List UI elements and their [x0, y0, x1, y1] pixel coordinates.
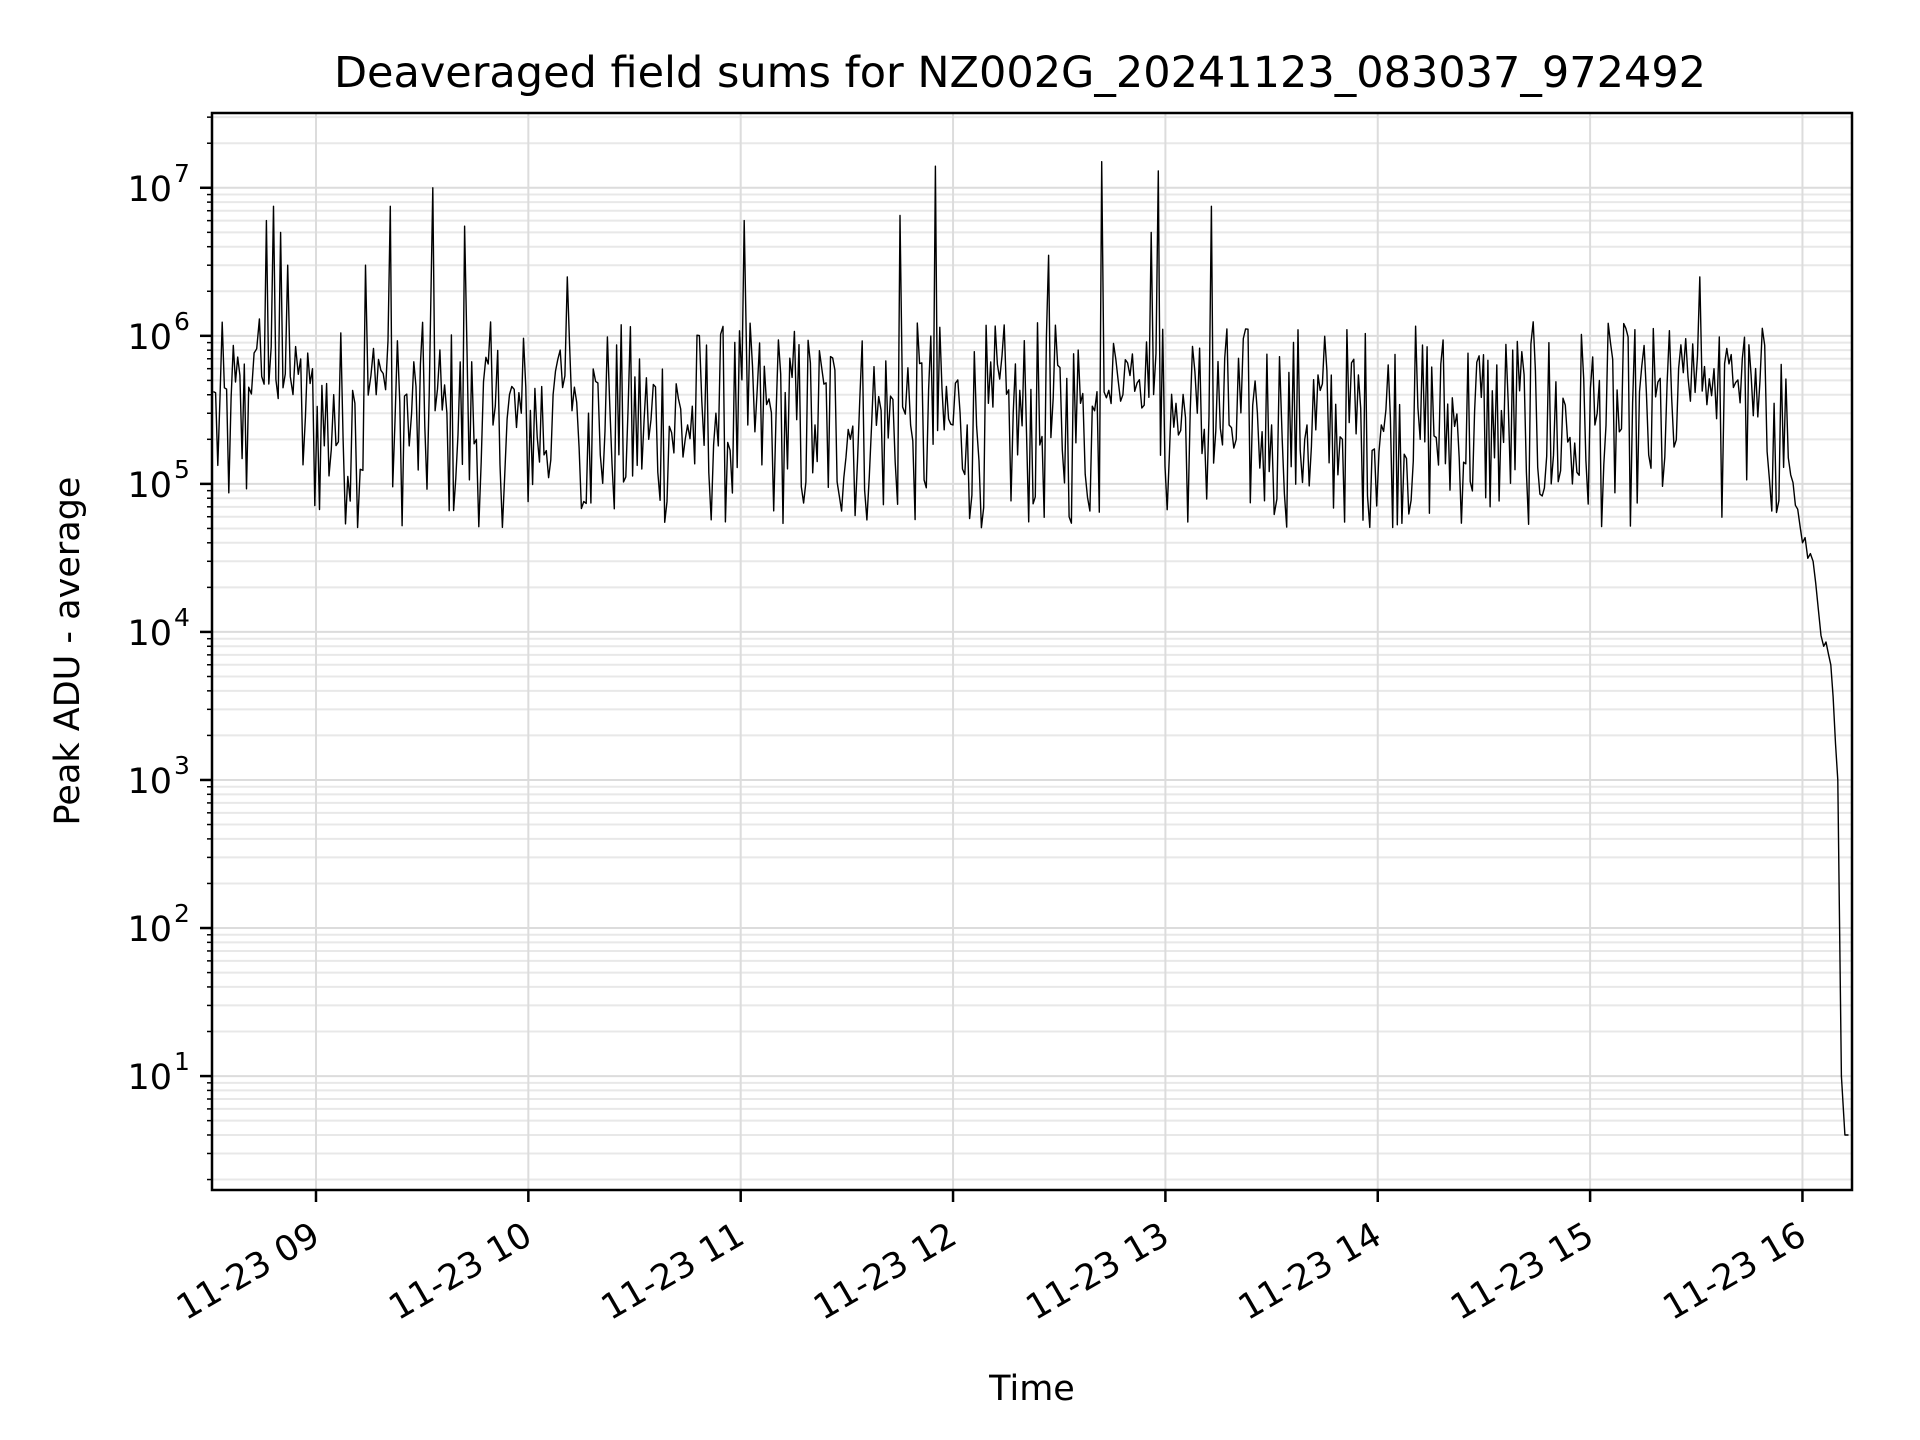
- chart-title: Deaveraged field sums for NZ002G_2024112…: [334, 48, 1706, 98]
- series-line: [213, 161, 1849, 1136]
- x-tick-label: 11-23 13: [1020, 1215, 1176, 1328]
- plot-frame: [210, 111, 1854, 1192]
- x-tick-label: 11-23 16: [1657, 1215, 1813, 1328]
- y-tick-exponent: 7: [174, 159, 190, 188]
- y-tick-label: 10: [127, 466, 172, 506]
- y-tick-exponent: 4: [174, 603, 190, 632]
- y-tick-label: 10: [127, 910, 172, 950]
- y-tick-label: 10: [127, 1058, 172, 1098]
- x-tick-label: 11-23 10: [383, 1215, 539, 1328]
- y-tick-exponent: 5: [174, 455, 190, 484]
- y-tick-exponent: 1: [174, 1047, 190, 1076]
- y-tick-exponent: 2: [174, 899, 190, 928]
- x-tick-label: 11-23 14: [1232, 1215, 1388, 1328]
- y-tick-label: 10: [127, 170, 172, 210]
- y-tick-exponent: 6: [174, 307, 190, 336]
- axis-ticks: [200, 116, 1804, 1202]
- y-tick-exponent: 3: [174, 751, 190, 780]
- x-tick-label: 11-23 11: [595, 1215, 751, 1328]
- x-tick-label: 11-23 15: [1444, 1215, 1600, 1328]
- y-tick-label: 10: [127, 762, 172, 802]
- y-tick-label: 10: [127, 318, 172, 358]
- grid: [212, 113, 1852, 1190]
- x-tick-label: 11-23 09: [170, 1215, 326, 1328]
- y-axis-label: Peak ADU - average: [48, 477, 88, 826]
- x-tick-labels: 11-23 09 11-23 10 11-23 11 11-23 12 11-23 13…: [170, 1215, 1813, 1328]
- x-axis-label: Time: [988, 1369, 1075, 1409]
- y-tick-label: 10: [127, 614, 172, 654]
- x-tick-label: 11-23 12: [807, 1215, 963, 1328]
